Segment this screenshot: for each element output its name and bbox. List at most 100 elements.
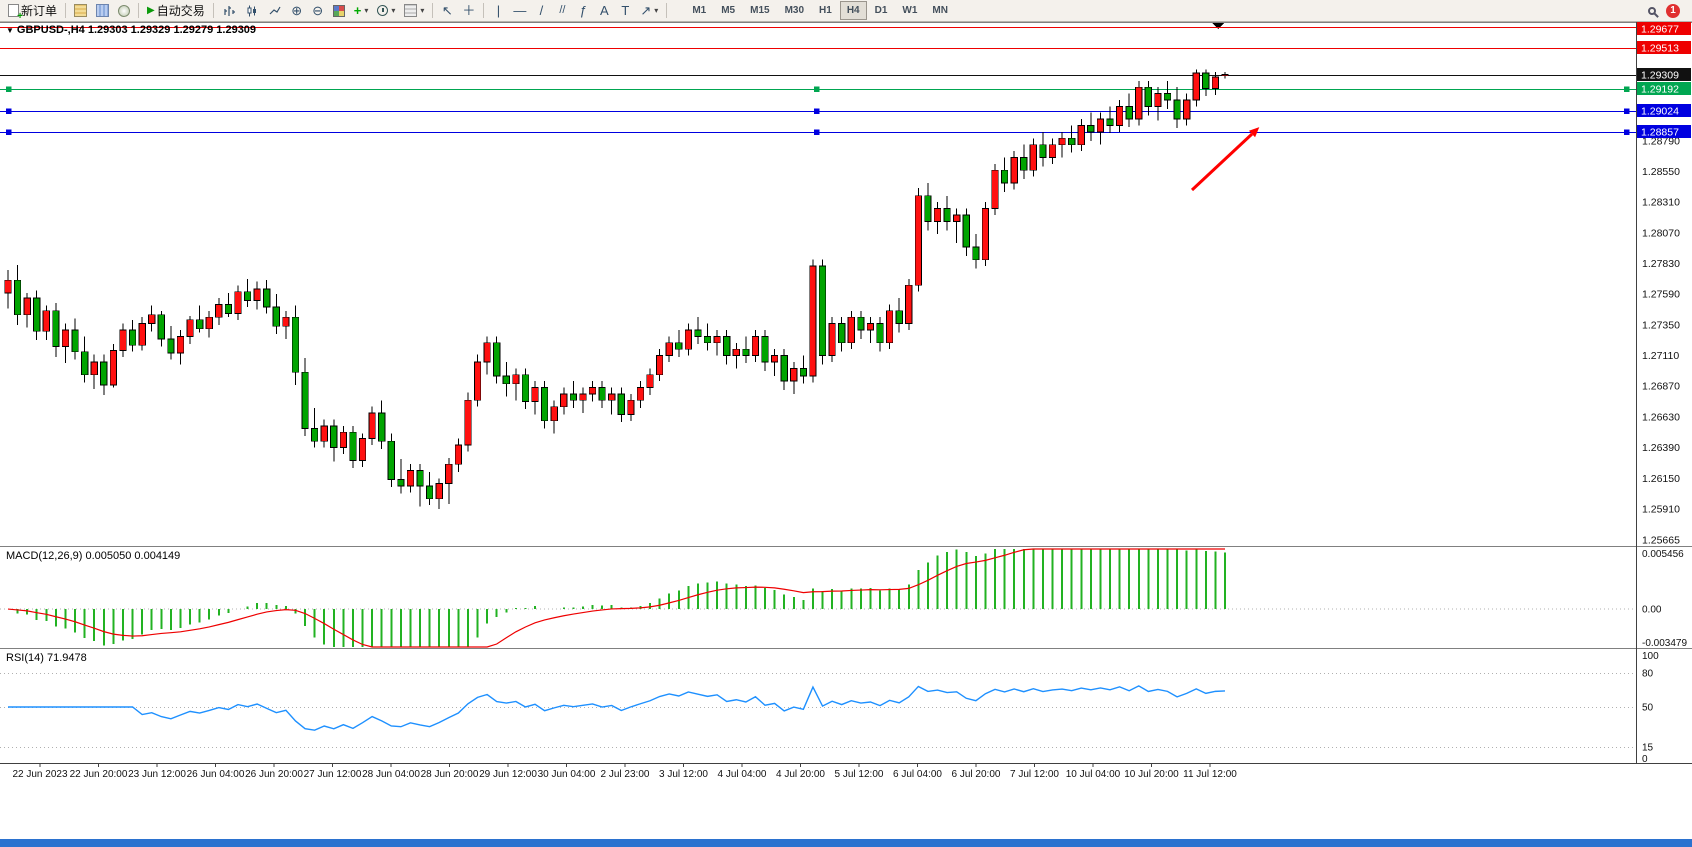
- svg-text:1.29513: 1.29513: [1641, 43, 1679, 55]
- arrow-tool-icon: ↗: [640, 3, 652, 18]
- vertical-line-button[interactable]: |: [488, 1, 508, 21]
- line-chart-button[interactable]: [264, 1, 286, 21]
- market-watch-button[interactable]: [114, 1, 134, 21]
- toolbar-separator: [212, 3, 214, 18]
- svg-text:1.25665: 1.25665: [1642, 535, 1680, 547]
- templates-button[interactable]: ▾: [400, 1, 428, 21]
- periods-button[interactable]: ▾: [373, 1, 399, 21]
- chevron-down-icon: ▾: [364, 6, 369, 15]
- line-chart-icon: [269, 6, 281, 14]
- new-order-button[interactable]: 新订单: [4, 1, 61, 22]
- search-icon[interactable]: [1648, 6, 1656, 15]
- chart-ohlc-readout: 1.29303 1.29329 1.29279 1.29309: [87, 24, 257, 36]
- svg-text:1.28790: 1.28790: [1642, 135, 1680, 147]
- svg-text:100: 100: [1642, 651, 1659, 662]
- candlestick-chart-button[interactable]: [241, 1, 263, 21]
- svg-text:1.27350: 1.27350: [1642, 319, 1680, 331]
- svg-text:28 Jun 04:00: 28 Jun 04:00: [362, 769, 420, 780]
- market-watch-icon: [118, 4, 131, 17]
- svg-text:22 Jun 2023: 22 Jun 2023: [12, 769, 67, 780]
- macd-histogram-layer[interactable]: [0, 549, 1636, 647]
- price-axis: 1.28790 1.28550 1.28310 1.28070 1.27830 1.275…: [1637, 22, 1691, 765]
- timeframe-button-m5[interactable]: M5: [721, 5, 736, 16]
- bar-chart-button[interactable]: [218, 1, 240, 21]
- svg-text:26 Jun 20:00: 26 Jun 20:00: [245, 769, 303, 780]
- zoom-in-button[interactable]: ⊕: [287, 1, 307, 21]
- cursor-icon: ↖: [441, 3, 453, 18]
- svg-text:1.28070: 1.28070: [1642, 227, 1680, 239]
- notification-badge[interactable]: 1: [1666, 3, 1680, 18]
- svg-text:30 Jun 04:00: 30 Jun 04:00: [538, 769, 596, 780]
- svg-text:1.29677: 1.29677: [1641, 24, 1679, 36]
- chart-collapse-icon[interactable]: ▼: [6, 26, 14, 35]
- svg-text:2 Jul 23:00: 2 Jul 23:00: [601, 769, 650, 780]
- channel-button[interactable]: //: [552, 1, 572, 21]
- svg-text:6 Jul 20:00: 6 Jul 20:00: [952, 769, 1001, 780]
- tile-windows-icon: [332, 4, 345, 17]
- charts-button[interactable]: [70, 1, 91, 21]
- rsi-line-layer[interactable]: [8, 685, 1226, 731]
- timeframe-button-mn[interactable]: MN: [932, 5, 948, 16]
- crosshair-button[interactable]: ＋: [458, 1, 479, 21]
- rsi-title: RSI(14) 71.9478: [6, 652, 87, 664]
- chevron-down-icon: ▾: [654, 6, 659, 15]
- timeframe-button-m30[interactable]: M30: [784, 5, 805, 16]
- bar-chart-icon: [224, 5, 235, 16]
- label-button[interactable]: T: [615, 1, 635, 21]
- vertical-line-icon: |: [496, 3, 501, 18]
- toolbar-right-group: 1: [1648, 3, 1688, 18]
- candles-layer[interactable]: [4, 69, 1229, 509]
- zoom-out-icon: ⊖: [312, 3, 324, 18]
- timeframe-button-h4[interactable]: H4: [839, 1, 867, 20]
- arrows-button[interactable]: ↗ ▾: [636, 1, 662, 21]
- svg-text:1.29192: 1.29192: [1641, 84, 1679, 96]
- indicators-button[interactable]: + ▾: [350, 1, 373, 21]
- timeframe-button-m1[interactable]: M1: [692, 5, 707, 16]
- cursor-button[interactable]: ↖: [437, 1, 457, 21]
- svg-text:1.27830: 1.27830: [1642, 258, 1680, 270]
- svg-text:1.26150: 1.26150: [1642, 473, 1680, 485]
- svg-text:1.29024: 1.29024: [1641, 106, 1679, 118]
- rsi-grid-layer: [0, 673, 1636, 748]
- zoom-out-button[interactable]: ⊖: [308, 1, 328, 21]
- time-axis: 22 Jun 2023 22 Jun 20:00 23 Jun 12:00 26 Ju…: [12, 763, 1237, 780]
- svg-text:1.27110: 1.27110: [1642, 350, 1679, 362]
- toolbar-separator: [483, 3, 485, 18]
- chart-canvas[interactable]: 1.28790 1.28550 1.28310 1.28070 1.27830 1.275…: [0, 22, 1692, 782]
- timeframe-button-m15[interactable]: M15: [750, 5, 770, 16]
- svg-text:26 Jun 04:00: 26 Jun 04:00: [187, 769, 245, 780]
- svg-text:10 Jul 20:00: 10 Jul 20:00: [1124, 769, 1179, 780]
- annotation-layer[interactable]: [1190, 127, 1260, 192]
- svg-text:0.00: 0.00: [1642, 605, 1662, 616]
- main-toolbar: 新订单 ▶ 自动交易 ⊕ ⊖ +▾ ▾ ▾ ↖ ＋ | — / /: [0, 0, 1692, 22]
- level-lines-layer[interactable]: [0, 26, 1636, 136]
- trendline-button[interactable]: /: [531, 1, 551, 21]
- timeframe-button-d1[interactable]: D1: [874, 5, 888, 16]
- chart-window[interactable]: 1.28790 1.28550 1.28310 1.28070 1.27830 1.275…: [0, 22, 1692, 782]
- clock-icon: [377, 5, 389, 16]
- text-icon: A: [600, 3, 609, 18]
- bottom-window-edge: [0, 839, 1692, 847]
- horizontal-line-icon: —: [513, 3, 527, 18]
- toolbar-separator: [65, 3, 67, 18]
- svg-text:28 Jun 20:00: 28 Jun 20:00: [421, 769, 479, 780]
- svg-text:1.27590: 1.27590: [1642, 289, 1680, 301]
- fibonacci-button[interactable]: ƒ: [573, 1, 593, 21]
- svg-text:1.28310: 1.28310: [1642, 197, 1680, 209]
- svg-text:4 Jul 04:00: 4 Jul 04:00: [718, 769, 767, 780]
- tile-windows-button[interactable]: [329, 1, 349, 21]
- autotrading-button[interactable]: ▶ 自动交易: [143, 1, 209, 21]
- svg-text:29 Jun 12:00: 29 Jun 12:00: [479, 769, 537, 780]
- svg-text:-0.003479: -0.003479: [1642, 638, 1687, 649]
- timeframe-button-h1[interactable]: H1: [819, 5, 832, 16]
- timeframe-button-w1[interactable]: W1: [902, 5, 918, 16]
- autotrading-label: 自动交易: [156, 4, 205, 18]
- horizontal-line-button[interactable]: —: [509, 1, 530, 21]
- text-button[interactable]: A: [594, 1, 614, 21]
- svg-text:15: 15: [1642, 742, 1654, 753]
- macd-signal-layer[interactable]: [7, 548, 1225, 648]
- timeframe-toolbar: M1 M5 M15 M30 H1 H4 D1 W1 MN: [685, 1, 955, 20]
- profiles-button[interactable]: [92, 1, 113, 21]
- trendline-icon: /: [539, 3, 544, 18]
